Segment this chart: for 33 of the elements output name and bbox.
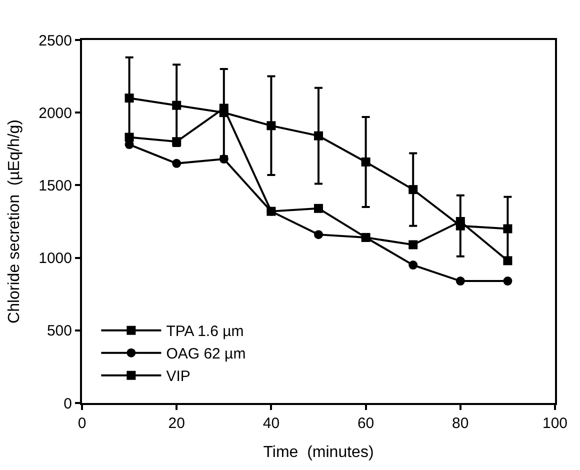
point [456,276,465,286]
y-tick-label: 1000 [38,250,72,268]
point [266,121,276,130]
point [219,108,228,118]
point [408,260,418,270]
legend-label: TPA 1.6 µm [166,323,244,340]
y-tick-label: 500 [46,322,72,340]
point [503,276,512,286]
point [408,240,418,250]
x-tick-label: 40 [262,415,280,432]
legend-label: VIP [166,368,190,386]
point [314,204,323,213]
x-tick-label: 20 [168,415,185,432]
legend-label: OAG 62 µm [166,346,246,363]
point [172,100,182,110]
point [314,230,323,240]
y-tick-label: 1500 [38,177,72,194]
y-tick-label: 0 [64,395,72,412]
point [408,185,418,194]
y-tick-label: 2500 [38,32,72,50]
point [124,94,134,103]
x-axis-title: Time (minutes) [263,444,374,462]
point [503,224,512,234]
x-tick-label: 0 [78,415,86,432]
point [314,131,323,140]
point [361,157,370,166]
x-tick-label: 60 [357,415,374,432]
x-tick-label: 100 [542,415,568,432]
x-tick-label: 80 [452,415,469,432]
y-axis-title: Chloride secretion (µEq/h/g) [6,120,24,324]
point [456,221,465,230]
point [172,158,182,168]
y-tick-label: 2000 [38,104,72,122]
